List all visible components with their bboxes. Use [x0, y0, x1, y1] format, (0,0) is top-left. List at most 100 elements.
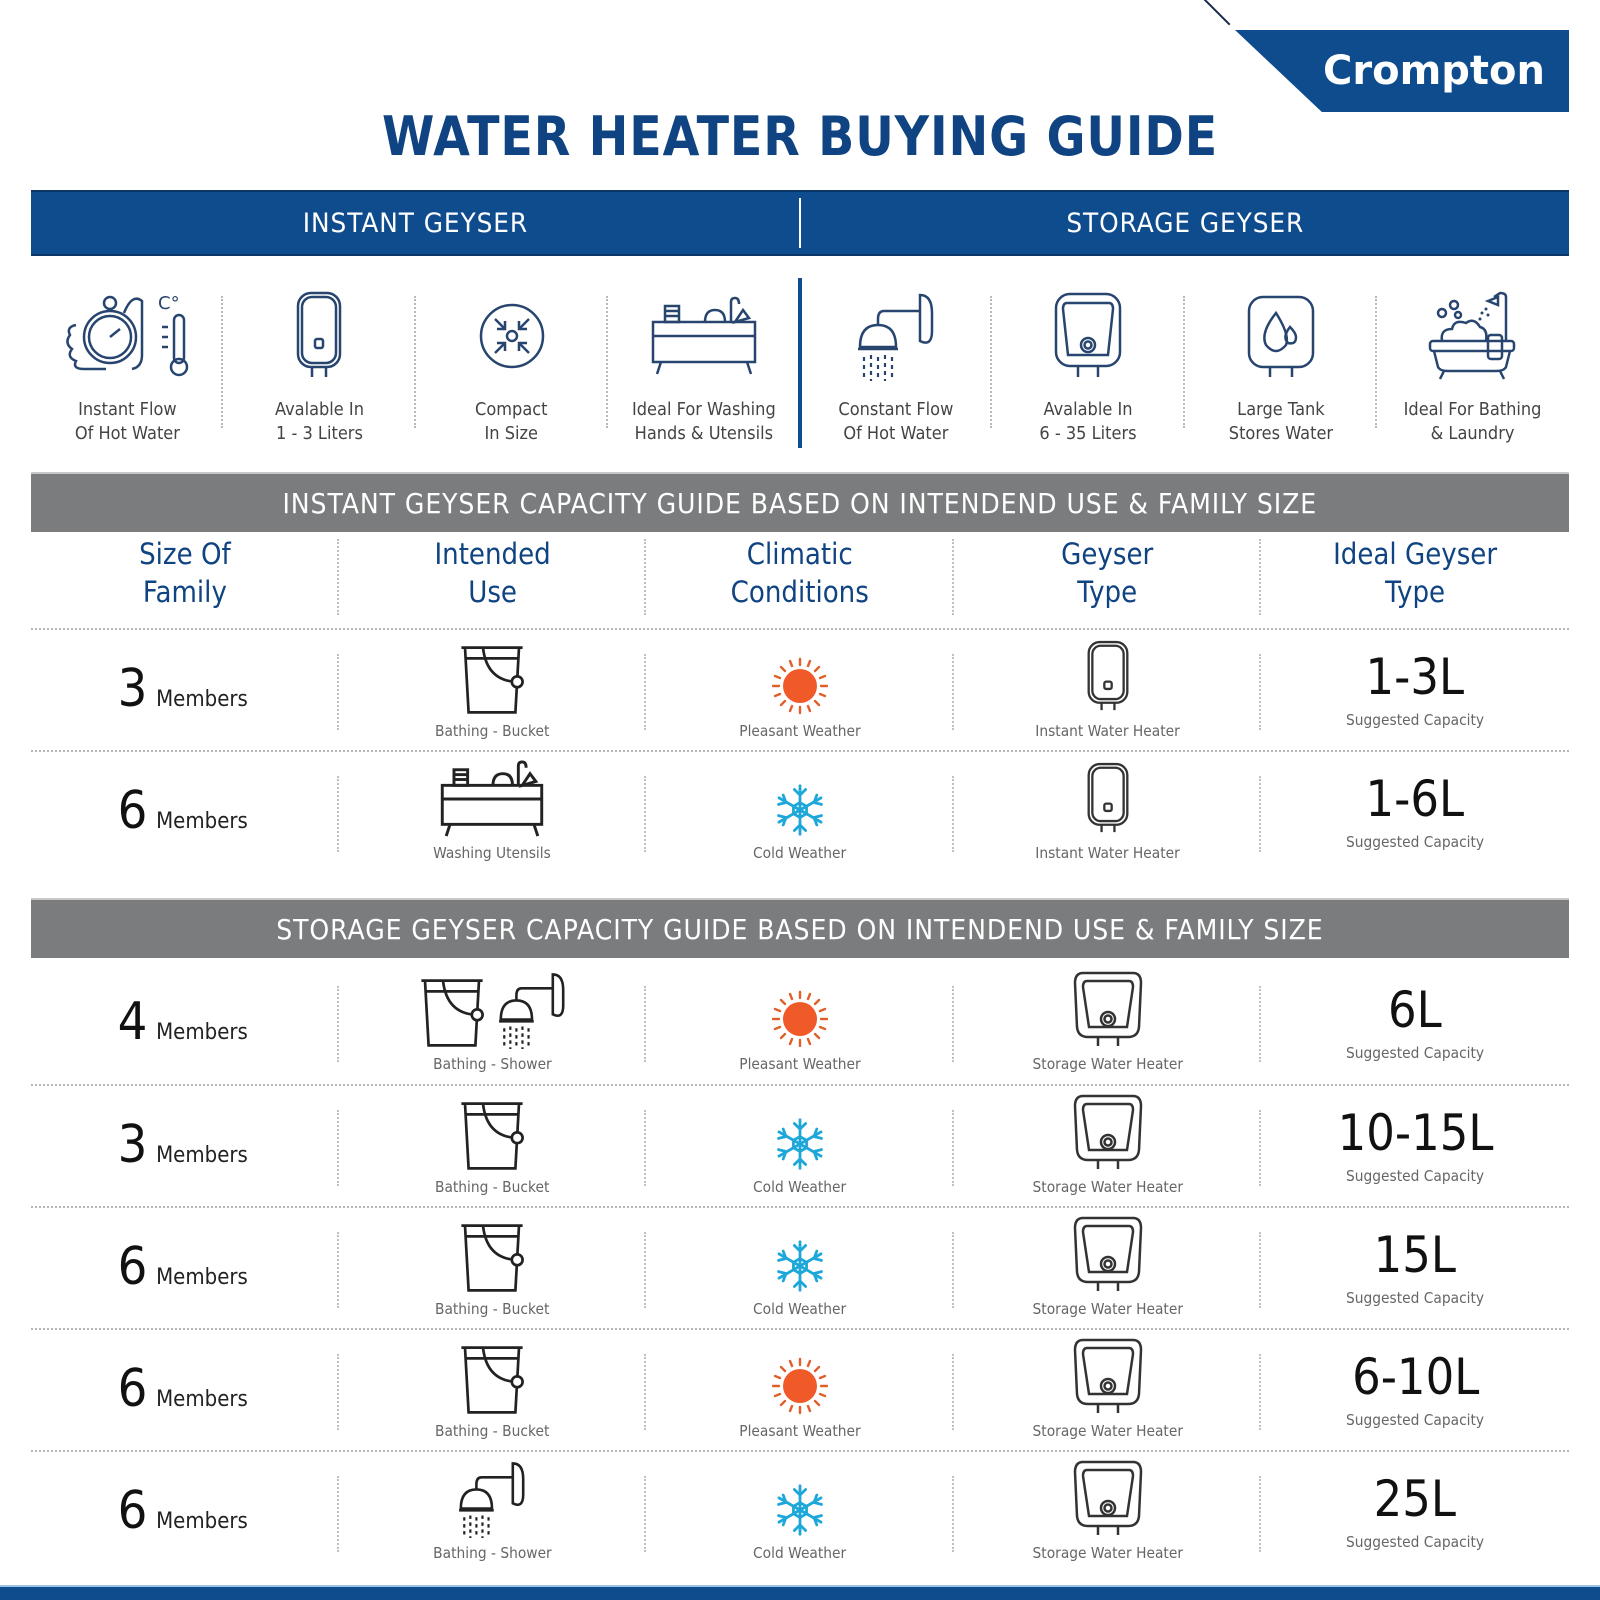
bucket-icon	[456, 1344, 528, 1416]
storage-heater-icon	[1073, 1336, 1143, 1416]
page-title: WATER HEATER BUYING GUIDE	[381, 105, 1219, 168]
table-row: 6 Members Bathing - Bucket Pleasant Weath…	[31, 1328, 1569, 1448]
capacity-cell: 10-15L Suggested Capacity	[1337, 1104, 1494, 1185]
feature-instant-flow: Instant Flow Of Hot Water	[31, 278, 224, 448]
instant-guide-header: INSTANT GEYSER CAPACITY GUIDE BASED ON I…	[31, 472, 1569, 532]
footer-band	[0, 1585, 1600, 1600]
bucket-icon	[456, 644, 528, 716]
col-geyser-type: Geyser Type	[954, 535, 1262, 623]
bucket-icon	[456, 1222, 528, 1294]
feature-label: Instant Flow Of Hot Water	[74, 399, 180, 444]
instant-guide-title: INSTANT GEYSER CAPACITY GUIDE BASED ON I…	[282, 486, 1318, 520]
capacity-cell: 1-6L Suggested Capacity	[1346, 770, 1485, 851]
crompton-logo: Crompton	[1235, 30, 1569, 112]
feature-label: Ideal For Bathing & Laundry	[1403, 399, 1542, 444]
geyser-type-cell: Instant Water Heater	[954, 630, 1262, 748]
divider	[1374, 296, 1377, 428]
bucket-icon	[416, 977, 488, 1049]
table-row: 3 Members Bathing - Bucket Cold Weather S…	[31, 1084, 1569, 1204]
geyser-type-cell: Storage Water Heater	[954, 1086, 1262, 1204]
feature-instant-capacity: Avalable In 1 - 3 Liters	[223, 278, 416, 448]
divider	[221, 296, 224, 428]
storage-geyser-header: STORAGE GEYSER	[801, 192, 1569, 254]
instant-heater-icon	[294, 291, 344, 381]
climate-cell: Cold Weather	[646, 1208, 954, 1326]
geyser-type-cell: Storage Water Heater	[954, 1330, 1262, 1448]
col-family-size: Size Of Family	[31, 535, 339, 623]
col-ideal-capacity: Ideal Geyser Type	[1333, 537, 1498, 609]
intended-use-cell: Bathing - Shower	[339, 1452, 647, 1570]
feature-label: Large Tank Stores Water	[1228, 399, 1333, 444]
storage-guide-header: STORAGE GEYSER CAPACITY GUIDE BASED ON I…	[31, 898, 1569, 958]
divider	[413, 296, 416, 428]
instant-heater-icon	[1085, 638, 1131, 716]
climate-cell: Pleasant Weather	[646, 962, 954, 1082]
water-tank-icon	[1246, 291, 1316, 381]
divider	[605, 296, 608, 428]
storage-heater-icon	[1073, 969, 1143, 1049]
snowflake-icon	[772, 1482, 828, 1538]
snowflake-icon	[772, 1238, 828, 1294]
intended-use-cell: Bathing - Bucket	[339, 1330, 647, 1448]
geyser-type-cell: Storage Water Heater	[954, 962, 1262, 1082]
sink-icon	[437, 760, 547, 838]
feature-storage-capacity: Avalable In 6 - 35 Liters	[992, 278, 1185, 448]
family-size-cell: 3 Members	[31, 1086, 339, 1204]
shower-icon	[856, 291, 936, 381]
family-size-cell: 6 Members	[31, 1330, 339, 1448]
compact-icon	[477, 301, 547, 371]
sun-icon	[770, 989, 830, 1049]
feature-washing: Ideal For Washing Hands & Utensils	[608, 278, 802, 448]
intended-use-cell: Bathing - Bucket	[339, 1208, 647, 1326]
bucket-icon	[456, 1100, 528, 1172]
feature-label: Compact In Size	[475, 399, 548, 444]
storage-heater-icon	[1073, 1458, 1143, 1538]
capacity-cell: 1-3L Suggested Capacity	[1346, 648, 1485, 729]
table-row: 3 Members Bathing - Bucket Pleasant Weath…	[31, 628, 1569, 748]
table-row: 4 Members Bathing - Shower Pleasant Weath…	[31, 962, 1569, 1082]
feature-bathing: Ideal For Bathing & Laundry	[1377, 278, 1569, 448]
feature-label: Constant Flow Of Hot Water	[838, 399, 954, 444]
climate-cell: Cold Weather	[646, 1086, 954, 1204]
instant-geyser-header: INSTANT GEYSER	[31, 192, 799, 254]
instant-geyser-label: INSTANT GEYSER	[302, 207, 528, 239]
storage-heater-icon	[1053, 291, 1123, 381]
storage-guide-title: STORAGE GEYSER CAPACITY GUIDE BASED ON I…	[276, 912, 1324, 946]
snowflake-icon	[772, 1116, 828, 1172]
feature-large-tank: Large Tank Stores Water	[1185, 278, 1377, 448]
capacity-cell: 6L Suggested Capacity	[1346, 981, 1485, 1062]
climate-cell: Pleasant Weather	[646, 630, 954, 748]
family-size-cell: 3 Members	[31, 630, 339, 748]
table-row: 6 Members Bathing - Shower Cold Weather S…	[31, 1450, 1569, 1570]
stopwatch-thermometer-icon	[62, 291, 192, 381]
header-divider	[799, 198, 801, 248]
logo-accent-line	[1199, 0, 1231, 26]
feature-label: Ideal For Washing Hands & Utensils	[632, 399, 776, 444]
storage-heater-icon	[1073, 1092, 1143, 1172]
climate-cell: Pleasant Weather	[646, 1330, 954, 1448]
sun-icon	[770, 1356, 830, 1416]
col-climate: Climatic Conditions	[646, 535, 954, 623]
geyser-type-cell: Storage Water Heater	[954, 1452, 1262, 1570]
feature-constant-flow: Constant Flow Of Hot Water	[800, 278, 993, 448]
capacity-cell: 25L Suggested Capacity	[1346, 1470, 1485, 1551]
section-divider	[798, 278, 802, 448]
family-size-cell: 4 Members	[31, 962, 339, 1082]
instant-heater-icon	[1085, 760, 1131, 838]
col-intended-use: Intended Use	[339, 535, 647, 623]
shower-icon	[456, 1460, 528, 1538]
capacity-cell: 15L Suggested Capacity	[1346, 1226, 1485, 1307]
climate-cell: Cold Weather	[646, 1452, 954, 1570]
intended-use-cell: Bathing - Bucket	[339, 630, 647, 748]
climate-cell: Cold Weather	[646, 752, 954, 870]
feature-label: Avalable In 6 - 35 Liters	[1039, 399, 1137, 444]
feature-compact: Compact In Size	[416, 278, 608, 448]
sun-icon	[770, 656, 830, 716]
snowflake-icon	[772, 782, 828, 838]
geyser-type-cell: Storage Water Heater	[954, 1208, 1262, 1326]
logo-text: Crompton	[1323, 48, 1545, 94]
family-size-cell: 6 Members	[31, 1208, 339, 1326]
intended-use-cell: Bathing - Shower	[339, 962, 647, 1082]
table-row: 6 Members Bathing - Bucket Cold Weather S…	[31, 1206, 1569, 1326]
intended-use-cell: Washing Utensils	[339, 752, 647, 870]
